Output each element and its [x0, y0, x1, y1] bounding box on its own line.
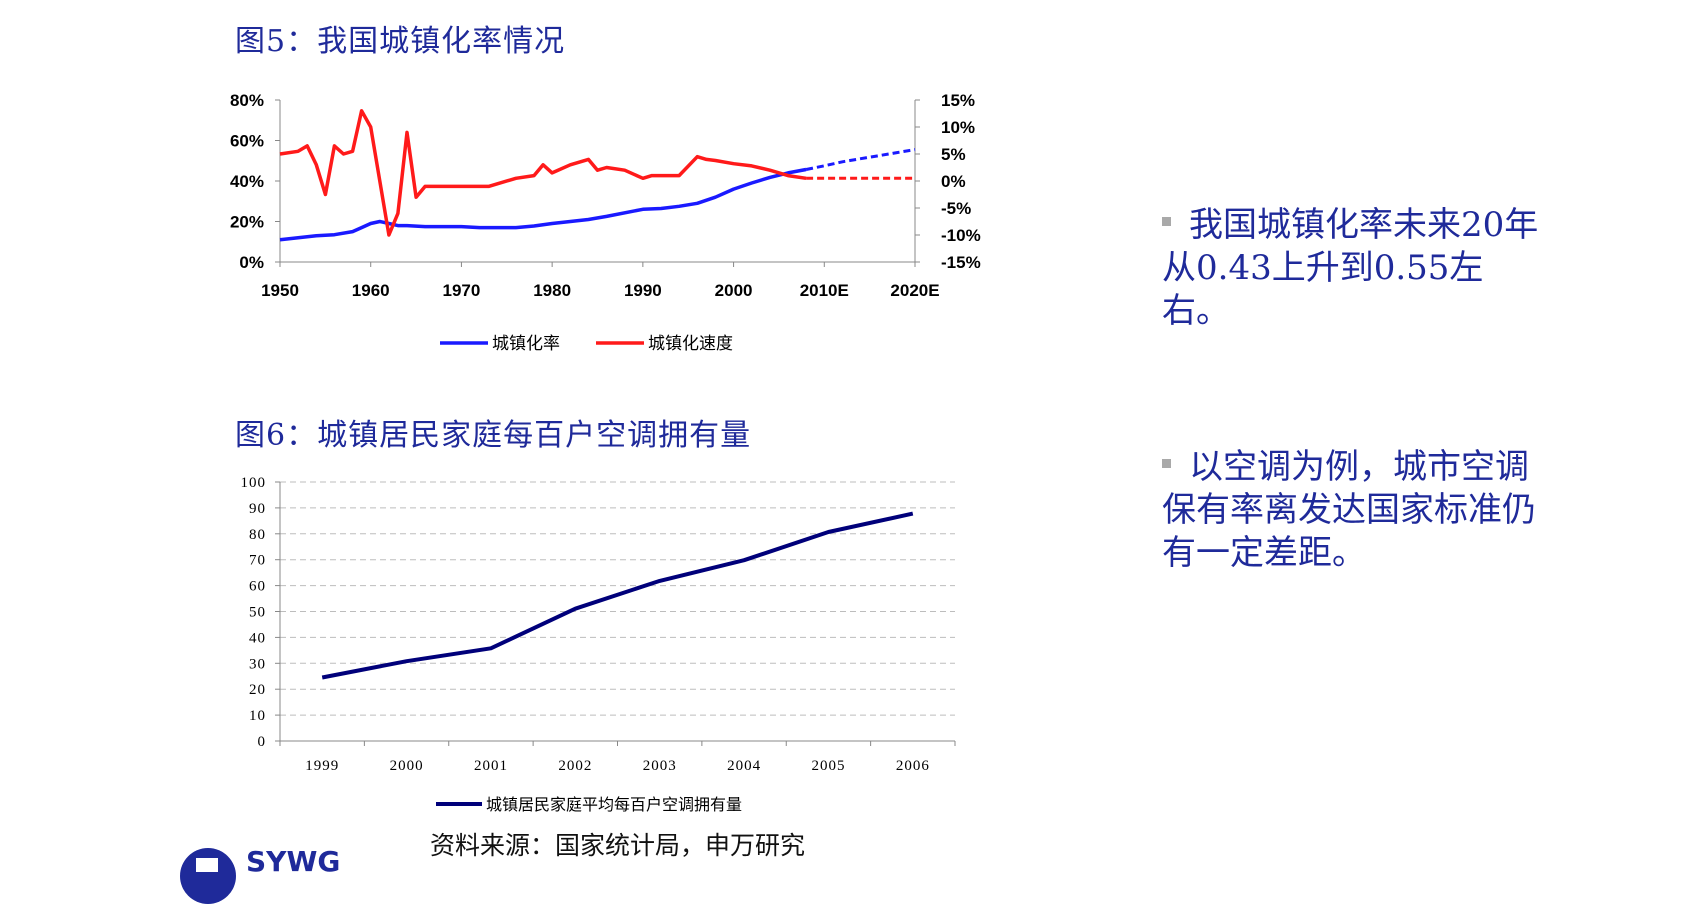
- x-tick-label: 2000: [390, 758, 424, 774]
- x-tick-label: 2005: [811, 758, 845, 774]
- legend-label-urbanization-speed: 城镇化速度: [648, 334, 733, 354]
- legend-chart2: 城镇居民家庭平均每百户空调拥有量: [436, 795, 742, 814]
- air-conditioner-line: [321, 511, 914, 680]
- left-tick-label: 40%: [230, 172, 264, 191]
- x-tick-label: 2004: [727, 758, 761, 774]
- x-tick-label: 1999: [305, 758, 339, 774]
- legend-chart1: 城镇化率 城镇化速度: [440, 334, 733, 354]
- legend-label-air-conditioner: 城镇居民家庭平均每百户空调拥有量: [486, 795, 742, 814]
- urbanization-chart: 0% 20% 40% 60% 80% -15% -10% -5% 0% 5% 10% 15% 1950 1…: [230, 91, 981, 354]
- x-tick-label: 1970: [443, 281, 481, 300]
- x-tick-label: 2010E: [800, 281, 849, 300]
- left-tick-label: 0%: [239, 253, 264, 272]
- urbanization-rate-line: [279, 167, 807, 242]
- y-tick-label: 60: [249, 579, 266, 595]
- y-tick-label: 0: [258, 734, 267, 750]
- figure-5-title: 图5：我国城镇化率情况: [235, 24, 566, 59]
- y-tick-label: 30: [249, 656, 266, 672]
- y-tick-label: 80: [249, 527, 266, 543]
- urbanization-rate-projected-line: [805, 148, 916, 171]
- right-tick-label: -10%: [941, 226, 981, 245]
- y-tick-label: 70: [249, 553, 266, 569]
- air-conditioner-chart: 0 10 20 30 40 50 60 70 80 90 100 1999 2000 2001 2002 20…: [241, 475, 956, 814]
- bullet-square-icon: [1162, 458, 1171, 468]
- y-tick-label: 10: [249, 708, 266, 724]
- x-tick-label: 2003: [643, 758, 677, 774]
- x-tick-label: 2000: [715, 281, 753, 300]
- right-tick-label: 5%: [941, 145, 966, 164]
- urbanization-speed-line: [279, 109, 807, 237]
- bullet-point-air-conditioner: 以空调为例，城市空调保有率离发达国家标准仍有一定差距。: [1162, 446, 1542, 575]
- bullet-text: 以空调为例，城市空调保有率离发达国家标准仍有一定差距。: [1162, 447, 1536, 573]
- bullet-point-urbanization: 我国城镇化率未来20年从0.43上升到0.55左右。: [1162, 204, 1542, 333]
- right-tick-label: 0%: [941, 172, 966, 191]
- x-tick-label: 2002: [558, 758, 592, 774]
- bullet-square-icon: [1162, 216, 1171, 226]
- source-note: 资料来源：国家统计局，申万研究: [430, 831, 806, 860]
- right-tick-label: -5%: [941, 199, 971, 218]
- x-tick-label: 1950: [261, 281, 299, 300]
- left-tick-label: 20%: [230, 213, 264, 232]
- y-tick-label: 40: [249, 630, 266, 646]
- sywg-logo-icon: [180, 848, 236, 904]
- sywg-logo-text: SYWG: [246, 845, 341, 878]
- left-tick-label: 60%: [230, 132, 264, 151]
- sywg-logo: SYWG: [180, 845, 341, 904]
- y-tick-label: 100: [241, 475, 267, 491]
- x-tick-label: 2001: [474, 758, 508, 774]
- bullet-text: 我国城镇化率未来20年从0.43上升到0.55左右。: [1162, 205, 1539, 331]
- x-tick-label: 2006: [896, 758, 930, 774]
- x-tick-label: 1990: [624, 281, 662, 300]
- left-tick-label: 80%: [230, 91, 264, 110]
- y-tick-label: 50: [249, 605, 266, 621]
- right-tick-label: 10%: [941, 118, 975, 137]
- legend-label-urbanization-rate: 城镇化率: [492, 334, 560, 354]
- x-tick-label: 1980: [533, 281, 571, 300]
- x-tick-label: 2020E: [890, 281, 939, 300]
- right-tick-label: 15%: [941, 91, 975, 110]
- x-tick-label: 1960: [352, 281, 390, 300]
- right-tick-label: -15%: [941, 253, 981, 272]
- figure-6-title: 图6：城镇居民家庭每百户空调拥有量: [235, 418, 752, 453]
- y-tick-label: 90: [249, 501, 266, 517]
- y-tick-label: 20: [249, 682, 266, 698]
